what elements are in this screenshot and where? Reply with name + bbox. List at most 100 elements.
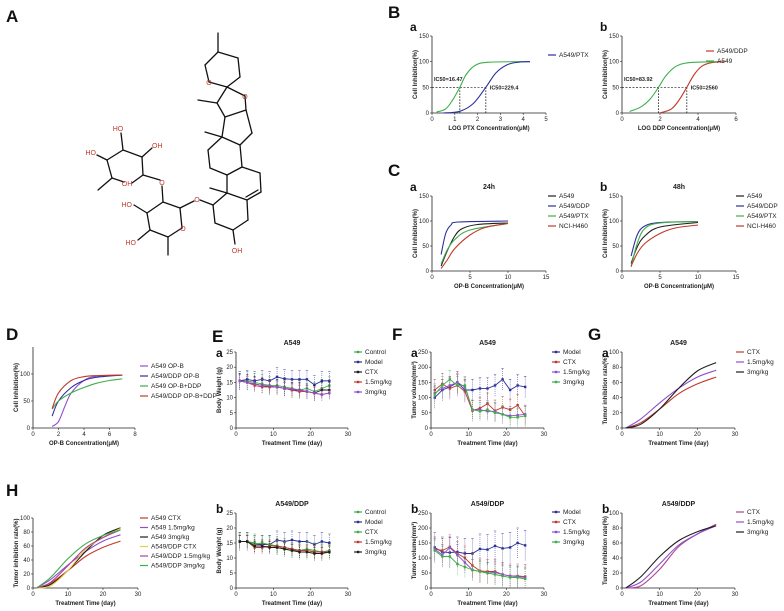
bond bbox=[259, 172, 262, 193]
y-tick-label: 5 bbox=[230, 571, 234, 577]
data-point bbox=[501, 547, 504, 550]
legend-label: A549/DDP OP-B+DDP bbox=[151, 393, 217, 400]
data-point bbox=[253, 381, 256, 384]
y-axis-label: Cell Inhibition(%) bbox=[14, 363, 20, 412]
data-point bbox=[268, 544, 271, 548]
series-line bbox=[625, 362, 717, 429]
series-line bbox=[630, 224, 699, 267]
x-tick-label: 5 bbox=[544, 117, 548, 123]
legend-label: Model bbox=[365, 519, 383, 526]
x-tick-label: 20 bbox=[694, 432, 701, 438]
x-tick-label: 30 bbox=[135, 592, 142, 598]
legend-label: A549/DDP OP-B bbox=[151, 373, 199, 380]
x-tick-label: 0 bbox=[430, 275, 434, 281]
x-tick-label: 15 bbox=[543, 275, 550, 281]
bond bbox=[216, 86, 228, 104]
y-tick-label: 20 bbox=[226, 526, 233, 532]
y-tick-label: 250 bbox=[418, 511, 429, 517]
subpanel-label: b bbox=[600, 180, 607, 194]
atom-label-oh: OH bbox=[232, 248, 243, 255]
chart-Cb bbox=[620, 195, 744, 273]
legend-label: Model bbox=[563, 509, 581, 516]
x-axis-label: Treatment Time (day) bbox=[262, 601, 322, 607]
data-point bbox=[260, 384, 264, 387]
data-point bbox=[508, 388, 512, 392]
legend-label: A549/PTX bbox=[559, 213, 589, 220]
data-point bbox=[328, 391, 331, 395]
y-tick-label: 50 bbox=[422, 85, 429, 91]
legend-marker bbox=[554, 380, 558, 384]
data-point bbox=[290, 549, 294, 552]
data-point bbox=[486, 387, 489, 390]
y-tick-label: 20 bbox=[23, 572, 30, 578]
series-line bbox=[629, 61, 718, 112]
x-tick-label: 10 bbox=[465, 432, 472, 438]
legend-label: A549/DDP 1.5mg/kg bbox=[151, 553, 211, 560]
data-point bbox=[433, 393, 436, 396]
data-point bbox=[501, 413, 504, 416]
data-point bbox=[328, 550, 331, 554]
y-tick-label: 0 bbox=[616, 269, 620, 275]
bond bbox=[106, 159, 113, 179]
legend-label: 1.5mg/kg bbox=[563, 369, 590, 376]
chart-title: A549/DDP bbox=[471, 501, 505, 508]
data-point bbox=[456, 562, 459, 566]
panel-label-D: D bbox=[6, 325, 18, 344]
x-tick-label: 2 bbox=[57, 432, 61, 438]
atom-label-o: O bbox=[242, 94, 248, 101]
x-tick-label: 30 bbox=[732, 432, 739, 438]
y-tick-label: 150 bbox=[419, 34, 430, 40]
legend-label: A549 OP-B+DDP bbox=[151, 383, 201, 390]
data-point bbox=[328, 379, 331, 383]
bond bbox=[111, 177, 125, 183]
bond bbox=[237, 57, 241, 78]
atom-label-o: O bbox=[206, 80, 212, 87]
y-tick-label: 100 bbox=[609, 511, 620, 517]
data-point bbox=[298, 540, 301, 543]
y-tick-label: 10 bbox=[226, 556, 233, 562]
subpanel-label: a bbox=[216, 346, 223, 360]
y-tick-label: 0 bbox=[616, 586, 620, 592]
y-axis-label: Tumor inhibition rate(%) bbox=[14, 519, 20, 588]
y-axis-label: Tumor inhibition rate(%) bbox=[603, 516, 609, 585]
legend-marker bbox=[356, 520, 360, 524]
subpanel-label: b bbox=[602, 502, 609, 516]
bond bbox=[208, 81, 228, 88]
x-tick-label: 10 bbox=[695, 275, 702, 281]
data-point bbox=[516, 416, 519, 419]
y-axis-label: Cell Inhibition(%) bbox=[603, 50, 609, 99]
data-point bbox=[441, 384, 444, 387]
bond bbox=[97, 177, 113, 191]
legend-label: 1.5mg/kg bbox=[747, 359, 774, 366]
legend-label: 3mg/kg bbox=[747, 369, 769, 376]
legend-label: CTX bbox=[563, 359, 577, 366]
x-axis-label: LOG PTX Concentration(μM) bbox=[448, 126, 529, 132]
x-tick-label: 20 bbox=[307, 432, 314, 438]
ic50-annotation: IC50=2560 bbox=[691, 85, 718, 91]
y-tick-label: 0 bbox=[616, 426, 620, 432]
legend-label: 3mg/kg bbox=[365, 549, 387, 556]
data-point bbox=[246, 379, 249, 383]
x-tick-label: 0 bbox=[430, 117, 434, 123]
y-tick-label: 80 bbox=[612, 365, 619, 371]
series-line bbox=[659, 61, 725, 114]
y-tick-label: 100 bbox=[609, 60, 620, 66]
chart-Fa bbox=[429, 350, 560, 430]
series-line bbox=[630, 220, 699, 257]
bond bbox=[179, 200, 195, 209]
data-point bbox=[448, 555, 452, 558]
bond bbox=[149, 229, 169, 238]
data-point bbox=[290, 378, 294, 381]
bond bbox=[226, 76, 241, 88]
data-point bbox=[471, 388, 474, 392]
data-point bbox=[283, 387, 286, 390]
x-tick-label: 2 bbox=[476, 117, 480, 123]
chart-title: A549 bbox=[479, 340, 496, 347]
panel-label-H: H bbox=[6, 481, 18, 500]
bond bbox=[120, 132, 124, 151]
x-tick-label: 30 bbox=[345, 432, 352, 438]
legend-label: Control bbox=[365, 349, 387, 356]
atom-label-ho: HO bbox=[126, 240, 137, 247]
legend-label: Control bbox=[365, 509, 387, 516]
